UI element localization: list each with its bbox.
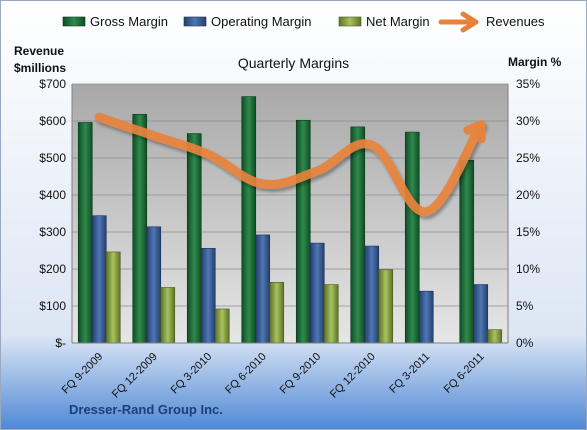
legend-gross-margin: Gross Margin (90, 14, 169, 29)
operating-margin-bar (309, 242, 325, 344)
left-axis-tick-label: $500 (39, 151, 66, 165)
right-axis-tick-label: 15% (516, 225, 540, 239)
gross-margin-bar (77, 122, 93, 344)
gross-margin-bar (295, 119, 311, 344)
legend-net-margin: Net Margin (366, 14, 430, 29)
left-axis-tick-label: $100 (39, 299, 66, 313)
net-margin-bar (214, 308, 230, 344)
gross-margin-bar (132, 114, 148, 344)
left-axis-title-line2: $millions (14, 61, 67, 75)
left-axis-tick-label: $400 (39, 188, 66, 202)
net-margin-bar (323, 284, 339, 344)
net-margin-bar (378, 269, 394, 344)
net-margin-bar (105, 251, 121, 344)
left-axis-tick-label: $- (55, 336, 66, 350)
right-axis-title: Margin % (508, 55, 562, 69)
right-axis-tick-label: 0% (516, 336, 534, 350)
operating-margin-bar (473, 284, 489, 344)
legend-operating-margin: Operating Margin (211, 14, 312, 29)
operating-margin-bar (91, 215, 107, 344)
operating-margin-bar (364, 245, 380, 344)
operating-margin-bar (255, 234, 271, 344)
chart-title: Quarterly Margins (237, 55, 350, 71)
right-axis-tick-label: 10% (516, 262, 540, 276)
green-bar-icon (62, 16, 86, 27)
gross-margin-bar (459, 159, 475, 344)
operating-margin-bar (200, 247, 216, 344)
net-margin-bar (269, 282, 285, 344)
left-axis-title-line1: Revenue (14, 44, 65, 58)
operating-margin-bar (418, 290, 434, 344)
olive-bar-icon (338, 16, 362, 27)
right-axis-tick-label: 20% (516, 188, 540, 202)
net-margin-bar (487, 329, 503, 344)
gross-margin-bar (186, 133, 202, 344)
net-margin-bar (160, 287, 176, 344)
orange-arrow-icon (438, 11, 479, 33)
right-axis-tick-label: 25% (516, 151, 540, 165)
revenues-arrowhead (463, 120, 486, 144)
right-axis-tick-label: 5% (516, 299, 534, 313)
left-axis-tick-label: $700 (39, 77, 66, 91)
left-axis-tick-label: $300 (39, 225, 66, 239)
footer-company-name: Dresser-Rand Group Inc. (69, 402, 223, 417)
left-axis-tick-label: $200 (39, 262, 66, 276)
operating-margin-bar (146, 226, 162, 344)
left-axis-tick-label: $600 (39, 114, 66, 128)
blue-bar-icon (183, 16, 207, 27)
right-axis-tick-label: 30% (516, 114, 540, 128)
gross-margin-bar (404, 131, 420, 344)
legend-revenues: Revenues (486, 14, 545, 29)
right-axis-tick-label: 35% (516, 77, 540, 91)
gross-margin-bar (241, 96, 257, 344)
gross-margin-bar (350, 126, 366, 344)
